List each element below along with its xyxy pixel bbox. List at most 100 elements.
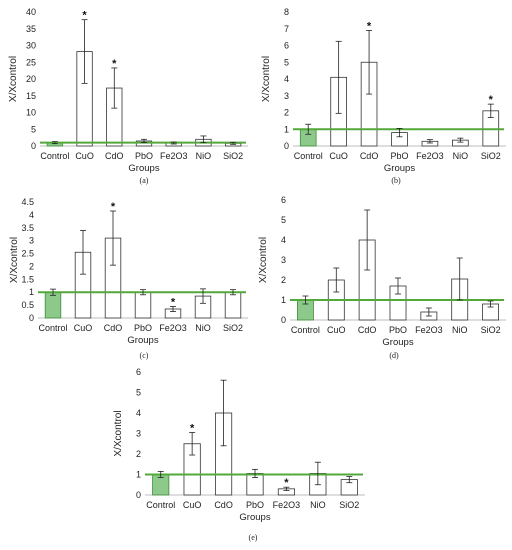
y-tick-label: 6 bbox=[284, 41, 289, 51]
x-tick-label: CdO bbox=[358, 325, 377, 335]
error-bar bbox=[335, 40, 342, 114]
panel-label: (e) bbox=[249, 533, 258, 542]
error-bar bbox=[140, 289, 146, 296]
x-tick-label: SiO2 bbox=[481, 325, 501, 335]
error-bar bbox=[80, 229, 86, 275]
x-tick-label: NiO bbox=[452, 325, 468, 335]
error-bar bbox=[170, 141, 177, 145]
chart-panel-c: 0 0.5 1 1.5 2 2.5 3 3.5 4 4.5 X/Xcontrol * * Control C… bbox=[9, 197, 248, 360]
y-axis-label: X/Xcontrol bbox=[9, 237, 20, 283]
y-axis-label: X/Xcontrol bbox=[8, 56, 19, 102]
y-tick-label: 6 bbox=[136, 367, 141, 377]
x-axis-label: Groups bbox=[239, 512, 270, 523]
error-bar bbox=[314, 461, 321, 486]
error-bar bbox=[230, 141, 237, 145]
y-tick-label: 10 bbox=[26, 108, 36, 118]
error-bar bbox=[457, 137, 464, 143]
bar-pbo bbox=[134, 291, 152, 319]
x-tick-label: Fe2O3 bbox=[416, 151, 444, 161]
x-tick-label: CuO bbox=[183, 500, 202, 510]
x-tick-label: Fe2O3 bbox=[415, 325, 443, 335]
error-bar bbox=[141, 138, 147, 144]
y-tick-label: 35 bbox=[26, 24, 36, 34]
error-bar bbox=[170, 305, 176, 312]
x-tick-label: Fe2O3 bbox=[160, 151, 188, 161]
y-tick-label: 4 bbox=[29, 210, 34, 220]
error-bar bbox=[302, 295, 309, 305]
x-tick-label: NiO bbox=[195, 323, 211, 333]
y-tick-label: 5 bbox=[136, 388, 141, 398]
x-tick-label: SiO2 bbox=[339, 500, 359, 510]
x-tick-label: SiO2 bbox=[481, 151, 501, 161]
significance-star: * bbox=[171, 296, 176, 308]
x-tick-label: NiO bbox=[196, 151, 212, 161]
y-tick-label: 0 bbox=[136, 490, 141, 500]
x-tick-label: CuO bbox=[75, 151, 94, 161]
error-bar bbox=[305, 123, 312, 135]
y-tick-label: 5 bbox=[31, 124, 36, 134]
x-tick-label: CdO bbox=[360, 151, 379, 161]
error-bar bbox=[366, 30, 373, 95]
y-tick-label: 4.5 bbox=[21, 197, 34, 207]
x-tick-label: Control bbox=[146, 500, 175, 510]
chart-panel-b: 0 1 2 3 4 5 6 7 8 X/Xcontrol * * Control CuO CdO PbO Fe2… bbox=[261, 7, 506, 185]
error-bar bbox=[487, 300, 494, 308]
x-tick-label: NiO bbox=[453, 151, 469, 161]
error-bar bbox=[230, 289, 236, 296]
error-bar bbox=[51, 141, 58, 145]
y-tick-label: 4 bbox=[281, 235, 286, 245]
error-bar bbox=[111, 67, 118, 109]
x-tick-label: Control bbox=[40, 151, 69, 161]
y-tick-label: 5 bbox=[281, 215, 286, 225]
y-tick-label: 0 bbox=[29, 313, 34, 323]
panel-label: (d) bbox=[389, 351, 399, 360]
y-tick-label: 0 bbox=[281, 315, 286, 325]
error-bar bbox=[220, 379, 227, 447]
chart-panel-a: 0 5 10 15 20 25 30 35 40 X/Xcontrol * * Control CuO Cd… bbox=[8, 7, 248, 185]
error-bar bbox=[396, 128, 403, 138]
y-tick-label: 2 bbox=[136, 449, 141, 459]
y-tick-label: 15 bbox=[26, 91, 36, 101]
x-tick-label: PbO bbox=[134, 323, 152, 333]
y-tick-label: 20 bbox=[26, 74, 36, 84]
error-bar bbox=[346, 476, 353, 484]
error-bar bbox=[110, 210, 116, 266]
error-bar bbox=[200, 288, 206, 304]
bar-control bbox=[44, 291, 62, 319]
x-tick-label: CuO bbox=[327, 325, 346, 335]
x-tick-label: SiO2 bbox=[223, 151, 243, 161]
y-tick-label: 3 bbox=[136, 429, 141, 439]
panel-label: (a) bbox=[140, 176, 149, 185]
x-axis-label: Groups bbox=[127, 335, 158, 346]
y-tick-label: 2 bbox=[29, 261, 34, 271]
y-tick-label: 1 bbox=[136, 470, 141, 480]
x-tick-label: CdO bbox=[104, 323, 123, 333]
y-axis-label: X/Xcontrol bbox=[258, 237, 269, 283]
error-bar bbox=[283, 486, 290, 491]
x-tick-label: PbO bbox=[390, 151, 408, 161]
error-bar bbox=[364, 209, 371, 271]
y-tick-label: 5 bbox=[284, 57, 289, 67]
error-bar bbox=[200, 135, 207, 144]
error-bar bbox=[487, 103, 494, 118]
y-tick-label: 7 bbox=[284, 24, 289, 34]
x-tick-label: CdO bbox=[214, 500, 233, 510]
significance-star: * bbox=[82, 10, 87, 22]
y-tick-label: 8 bbox=[284, 7, 289, 17]
significance-star: * bbox=[111, 201, 116, 213]
x-tick-label: Control bbox=[291, 325, 320, 335]
error-bar bbox=[252, 468, 258, 478]
y-tick-label: 2 bbox=[281, 275, 286, 285]
y-tick-label: 3.5 bbox=[21, 223, 34, 233]
significance-star: * bbox=[489, 94, 494, 106]
y-tick-label: 1 bbox=[281, 295, 286, 305]
x-tick-label: CdO bbox=[105, 151, 124, 161]
x-tick-label: SiO2 bbox=[223, 323, 243, 333]
y-tick-label: 0 bbox=[284, 141, 289, 151]
y-tick-label: 2.5 bbox=[21, 249, 34, 259]
error-bar bbox=[395, 277, 401, 295]
x-axis-label: Groups bbox=[382, 337, 413, 348]
significance-star: * bbox=[367, 20, 372, 32]
x-tick-label: PbO bbox=[246, 500, 264, 510]
y-tick-label: 4 bbox=[136, 408, 141, 418]
